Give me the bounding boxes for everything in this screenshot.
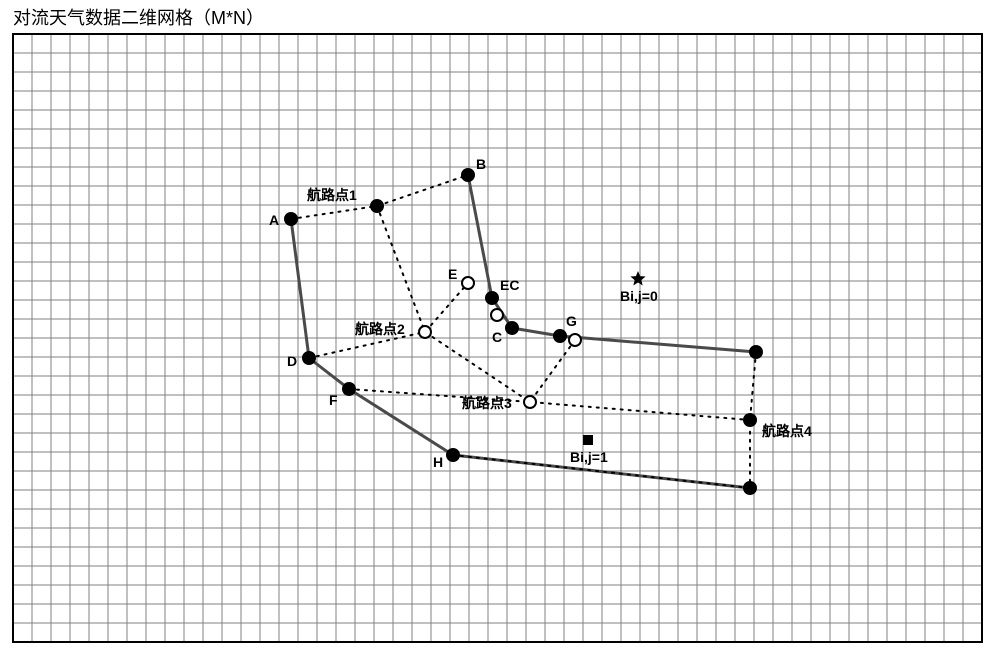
node-A (285, 213, 297, 225)
square-icon (583, 435, 593, 445)
node-D (303, 352, 315, 364)
node-label-E: E (448, 266, 457, 282)
node-C (506, 322, 518, 334)
node-w4 (744, 414, 756, 426)
node-end_bot (744, 482, 756, 494)
node-Co (491, 309, 503, 321)
nodes: A B D F H E EC C G 航路点1 航路点2 航路点3 航路点4 (269, 156, 812, 494)
node-label-G: G (566, 313, 577, 329)
square-label: Bi,j=1 (570, 449, 608, 465)
node-label-w3: 航路点3 (462, 395, 512, 411)
node-G (554, 330, 566, 342)
node-label-H: H (433, 454, 443, 470)
node-label-D: D (287, 353, 297, 369)
node-label-w4: 航路点4 (762, 423, 812, 439)
node-w2 (419, 326, 431, 338)
node-B (462, 169, 474, 181)
node-EC (486, 292, 498, 304)
node-label-EC: EC (500, 277, 519, 293)
page-title: 对流天气数据二维网格（M*N） (13, 8, 264, 28)
star-icon (630, 271, 645, 285)
node-label-A: A (269, 212, 279, 228)
node-end_top (750, 346, 762, 358)
node-label-B: B (476, 156, 486, 172)
node-w3 (524, 396, 536, 408)
node-label-F: F (329, 392, 338, 408)
solid-path-0 (291, 219, 750, 488)
node-E (462, 277, 474, 289)
dotted-path-2 (349, 340, 575, 402)
node-H (447, 449, 459, 461)
node-label-w1: 航路点1 (307, 187, 357, 203)
node-F (343, 383, 355, 395)
node-label-C: C (492, 329, 502, 345)
node-Go (569, 334, 581, 346)
node-label-w2: 航路点2 (355, 321, 405, 337)
node-w1 (371, 200, 383, 212)
star-label: Bi,j=0 (620, 288, 658, 304)
